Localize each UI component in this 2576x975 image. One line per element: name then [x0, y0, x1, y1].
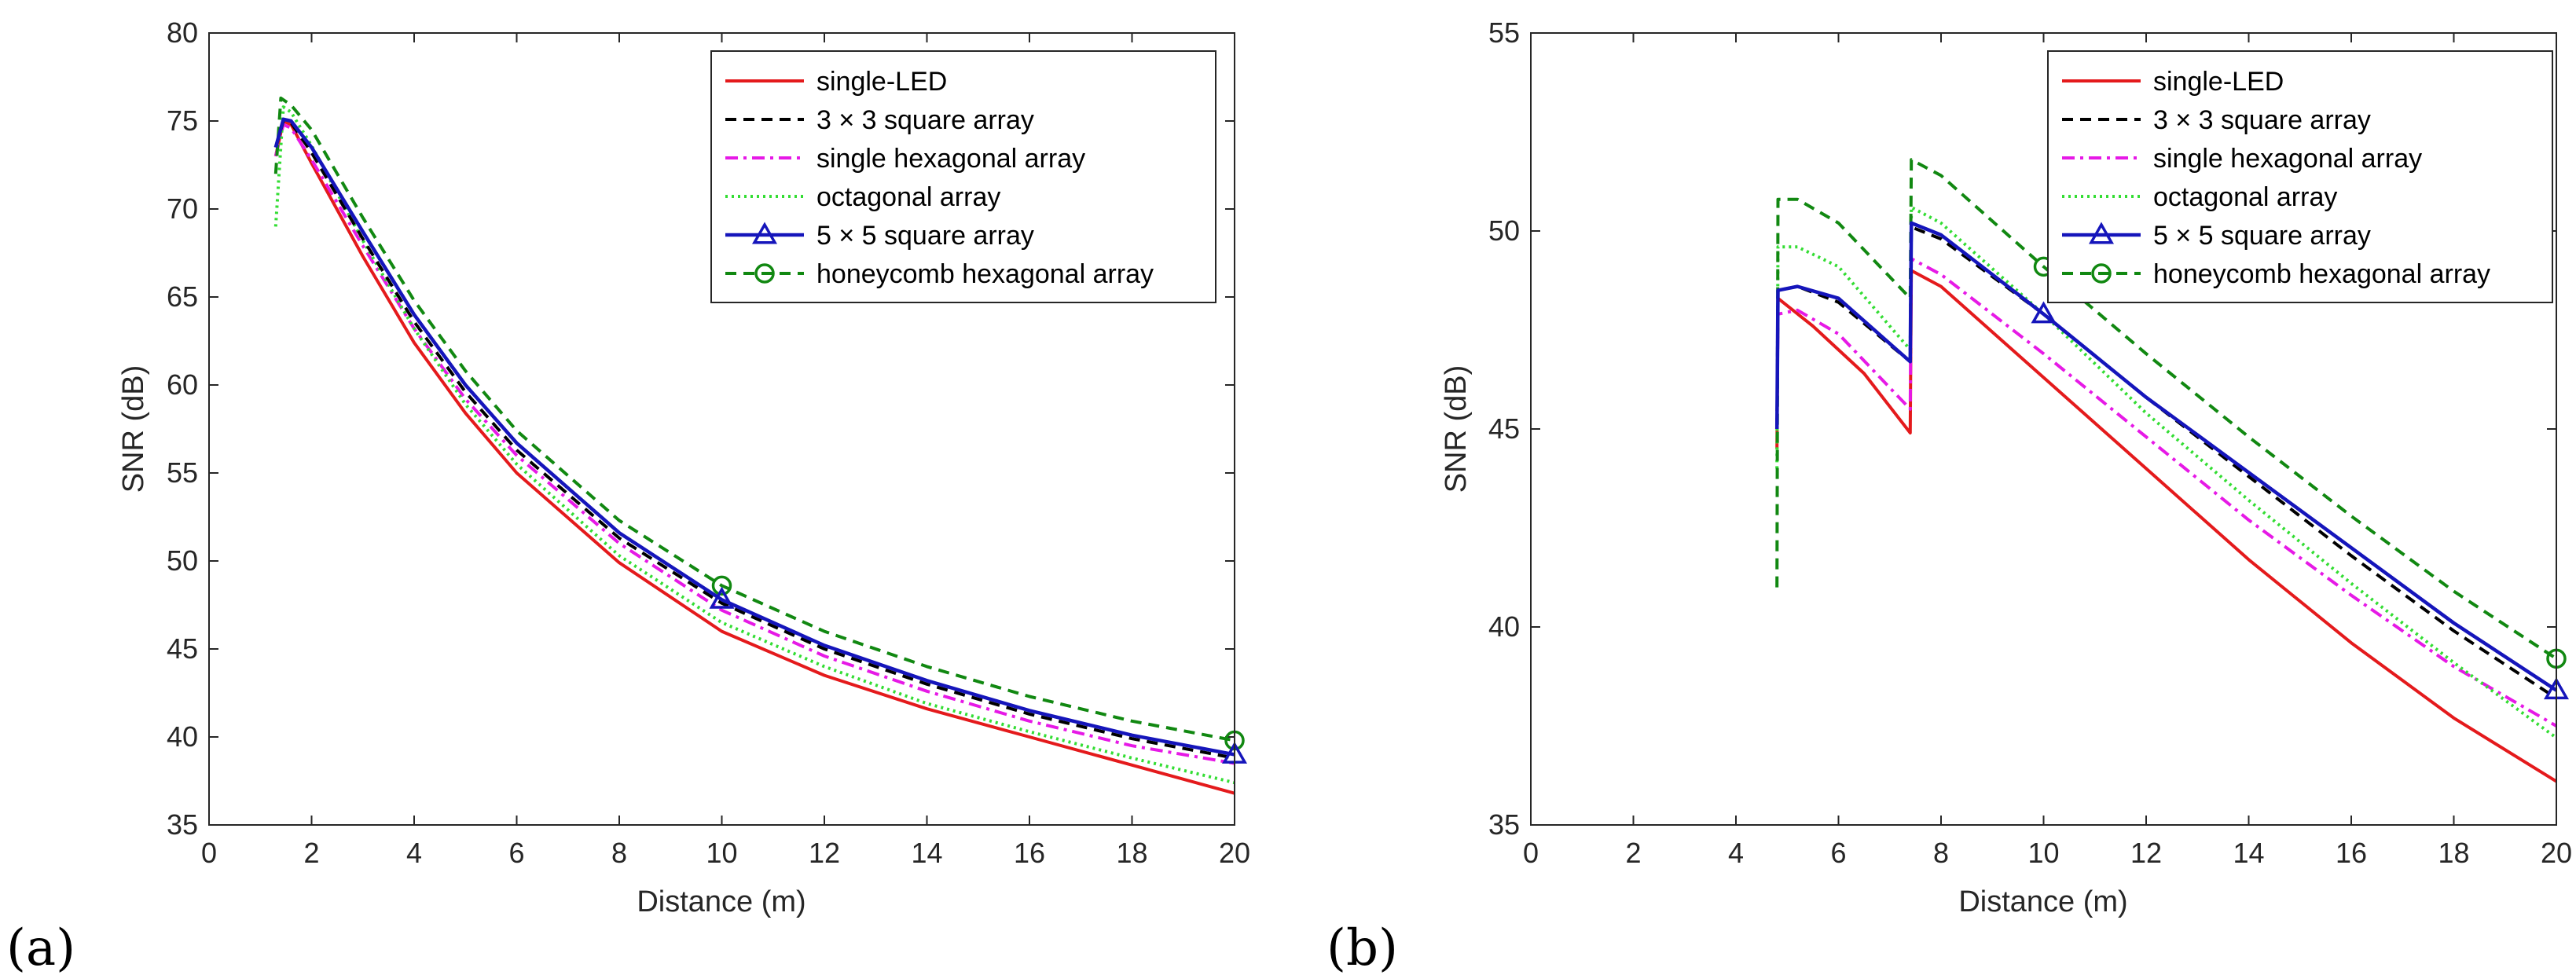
y-axis-label-a: SNR (dB)	[117, 365, 150, 493]
legend-square5-label: 5 × 5 square array	[816, 221, 1034, 251]
x-tick-label: 10	[706, 837, 737, 869]
legend-honeycomb-label: honeycomb hexagonal array	[2153, 259, 2490, 289]
x-tick-label: 2	[303, 837, 319, 869]
chart-a: 0 2 4 6 8 10 12 14 16 18 20 35 40 45 50 55 60 65 70 75 80 Di…	[6, 16, 1250, 975]
y-tick-label: 75	[167, 104, 198, 137]
legend-octagonal-label: octagonal array	[816, 182, 1000, 212]
legend-square5-marker	[2088, 222, 2115, 244]
series-octagonal-line-a	[273, 105, 1235, 785]
x-tick-label: 0	[1523, 837, 1539, 869]
series-square3-line-a	[273, 119, 1235, 760]
series-square5-line-a	[273, 117, 1235, 757]
legend-square5-marker	[751, 222, 778, 244]
y-tick-label: 35	[1488, 808, 1520, 841]
panel-label-b: (b)	[1327, 919, 1398, 975]
series-single_led-line-a	[273, 119, 1235, 795]
legend-square5-label: 5 × 5 square array	[2153, 221, 2371, 251]
y-tick-label: 45	[1488, 412, 1520, 445]
x-tick-label: 20	[2541, 837, 2572, 869]
x-tick-label: 14	[911, 837, 942, 869]
x-tick-label: 0	[201, 837, 217, 869]
x-tick-label: 18	[1116, 837, 1147, 869]
y-tick-label: 50	[1488, 214, 1520, 247]
y-tick-label: 40	[167, 720, 198, 753]
x-tick-label: 16	[2336, 837, 2367, 869]
y-tick-label: 60	[167, 368, 198, 401]
legend-hexagonal-label: single hexagonal array	[2153, 144, 2422, 174]
x-tick-label: 6	[1830, 837, 1846, 869]
x-tick-label: 16	[1014, 837, 1045, 869]
x-tick-label: 18	[2438, 837, 2469, 869]
series-square5-marker	[709, 586, 735, 609]
legend-octagonal-label: octagonal array	[2153, 182, 2337, 212]
y-tick-label: 70	[167, 192, 198, 225]
legend-square3-label: 3 × 3 square array	[2153, 105, 2371, 135]
series-octagonal-line-b	[1775, 205, 2558, 739]
x-tick-label: 8	[611, 837, 627, 869]
series-square3-line-b	[1775, 225, 2558, 700]
series-honeycomb-line-b	[1775, 158, 2558, 660]
y-tick-label: 35	[167, 808, 198, 841]
x-tick-label: 20	[1219, 837, 1250, 869]
series-honeycomb-marker	[711, 575, 732, 596]
y-tick-label: 80	[167, 16, 198, 49]
panel-label-a: (a)	[6, 919, 75, 975]
x-tick-label: 4	[1728, 837, 1744, 869]
y-tick-label: 40	[1488, 610, 1520, 643]
y-tick-label: 55	[167, 456, 198, 489]
legend-honeycomb-marker	[754, 263, 775, 284]
x-axis-label-b: Distance (m)	[1958, 885, 2127, 918]
x-tick-label: 6	[508, 837, 524, 869]
legend-b: single-LED 3 × 3 square array single hexag…	[2047, 50, 2553, 303]
series-hexagonal-line-b	[1775, 257, 2558, 728]
x-tick-label: 10	[2027, 837, 2059, 869]
legend-honeycomb-marker	[2091, 263, 2112, 284]
series-hexagonal-line-a	[273, 123, 1235, 765]
legend-honeycomb-label: honeycomb hexagonal array	[816, 259, 1154, 289]
y-tick-label: 65	[167, 280, 198, 313]
x-tick-label: 12	[809, 837, 840, 869]
x-tick-label: 2	[1625, 837, 1641, 869]
x-tick-label: 14	[2233, 837, 2264, 869]
x-axis-label-a: Distance (m)	[637, 885, 805, 918]
axes-box-b	[1530, 32, 2557, 826]
y-axis-label-b: SNR (dB)	[1440, 365, 1473, 493]
legend-single_led-label: single-LED	[816, 67, 947, 97]
legend-hexagonal-label: single hexagonal array	[816, 144, 1085, 174]
x-tick-label: 8	[1933, 837, 1949, 869]
legend-square3-label: 3 × 3 square array	[816, 105, 1034, 135]
x-tick-label: 12	[2130, 837, 2162, 869]
series-honeycomb-line-a	[273, 96, 1235, 742]
y-tick-label: 45	[167, 632, 198, 665]
y-tick-label: 55	[1488, 16, 1520, 49]
legend-single_led-label: single-LED	[2153, 67, 2284, 97]
x-tick-label: 4	[406, 837, 422, 869]
series-square5-marker	[2031, 301, 2057, 324]
series-square5-line-b	[1774, 221, 2558, 692]
series-single_led-line-b	[1775, 269, 2558, 783]
chart-b: 0 2 4 6 8 10 12 14 16 18 20 35 40 45 50 55 Distance (m)…	[1327, 16, 2572, 975]
axes-box-a	[208, 32, 1235, 826]
legend-a: single-LED 3 × 3 square array single hexag…	[710, 50, 1216, 303]
y-tick-label: 50	[167, 544, 198, 577]
